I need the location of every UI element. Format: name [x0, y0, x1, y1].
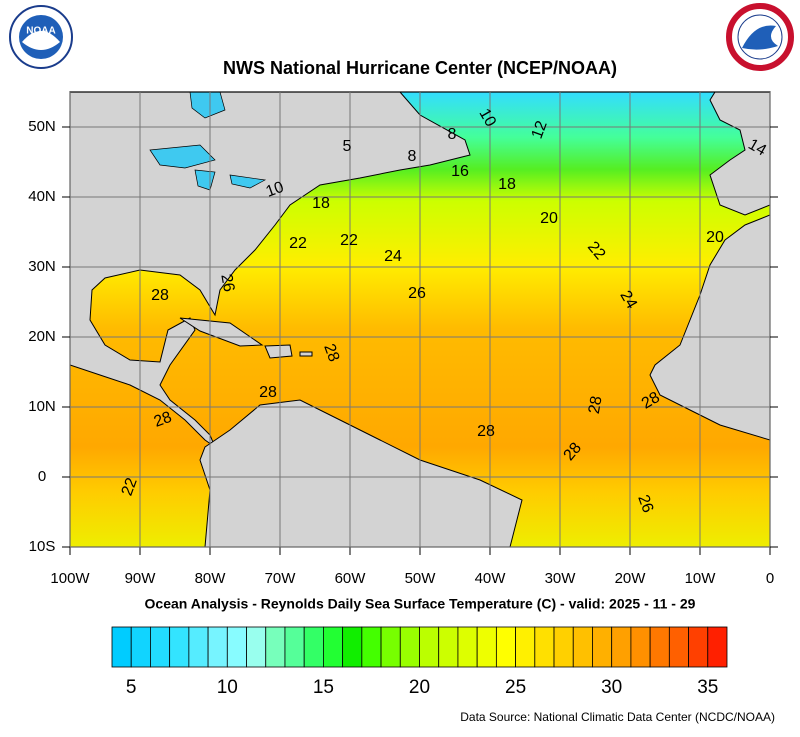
colorbar-box	[303, 626, 324, 668]
contour-label: 16	[451, 163, 469, 180]
x-tick-label: 10W	[685, 570, 717, 587]
colorbar-box	[265, 626, 286, 668]
contour-label: 22	[340, 232, 358, 249]
contour-label: 28	[320, 342, 342, 365]
contour-label: 28	[152, 409, 175, 431]
x-tick-label: 40W	[475, 570, 507, 587]
colorbar-tick-label: 10	[217, 677, 238, 698]
y-tick-label: 10N	[28, 398, 56, 415]
contour-label: 26	[217, 273, 237, 294]
contour-label: 24	[616, 288, 640, 312]
nws-logo	[726, 3, 794, 71]
contour-label: 8	[408, 148, 417, 165]
y-tick-label: 30N	[28, 258, 56, 275]
contour-label: 24	[384, 248, 402, 265]
noaa-logo: NOAA	[9, 5, 73, 69]
contour-label: 18	[498, 176, 516, 193]
title: NWS National Hurricane Center (NCEP/NOAA…	[223, 58, 617, 78]
x-tick-label: 60W	[335, 570, 367, 587]
colorbar-box	[630, 626, 651, 668]
logo-text: NOAA	[26, 26, 55, 37]
x-tick-label: 80W	[195, 570, 227, 587]
colorbar-box	[438, 626, 459, 668]
colorbar-box	[169, 626, 190, 668]
contour-label: 12	[529, 119, 551, 142]
colorbar-box	[553, 626, 574, 668]
x-tick-label: 50W	[405, 570, 437, 587]
contour-label: 10	[475, 106, 499, 130]
contour-label: 14	[745, 136, 769, 160]
y-tick-label: 20N	[28, 328, 56, 345]
colorbar-box	[572, 626, 593, 668]
colorbar-tick-label: 25	[505, 677, 526, 698]
x-tick-label: 70W	[265, 570, 297, 587]
colorbar-box	[361, 626, 382, 668]
y-tick-label: 50N	[28, 118, 56, 135]
colorbar-box	[284, 626, 305, 668]
colorbar-tick-label: 30	[601, 677, 622, 698]
x-tick-label: 100W	[50, 570, 90, 587]
colorbar-box	[457, 626, 478, 668]
contour-label: 26	[408, 285, 426, 302]
colorbar-box	[380, 626, 401, 668]
colorbar-box	[188, 626, 209, 668]
colorbar-box	[246, 626, 267, 668]
contour-label: 18	[312, 195, 330, 212]
colorbar-box	[707, 626, 728, 668]
colorbar-box	[207, 626, 228, 668]
colorbar-tick-label: 35	[697, 677, 718, 698]
contour-label: 10	[264, 179, 287, 201]
colorbar-box	[534, 626, 555, 668]
contour-label: 20	[540, 210, 558, 227]
colorbar-box	[688, 626, 709, 668]
y-tick-label: 40N	[28, 188, 56, 205]
colorbar-box	[668, 626, 689, 668]
contour-label: 28	[151, 287, 169, 304]
contour-label: 22	[289, 235, 307, 252]
colorbar-box	[323, 626, 344, 668]
y-tick-label: 10S	[29, 538, 56, 555]
x-tick-label: 30W	[545, 570, 577, 587]
colorbar-box	[342, 626, 363, 668]
contour-label: 28	[586, 395, 606, 416]
contour-label: 5	[343, 138, 352, 155]
colorbar-box	[111, 626, 132, 668]
colorbar-tick-label: 15	[313, 677, 334, 698]
contour-label: 28	[639, 389, 663, 413]
data-source: Data Source: National Climatic Data Cent…	[460, 710, 775, 724]
colorbar-tick-label: 20	[409, 677, 430, 698]
contour-label: 20	[706, 229, 724, 246]
contour-label: 8	[448, 126, 457, 143]
contour-label: 22	[119, 476, 141, 499]
colorbar-box	[150, 626, 171, 668]
contour-label: 28	[477, 423, 495, 440]
colorbar-box	[649, 626, 670, 668]
x-tick-label: 20W	[615, 570, 647, 587]
contour-label: 28	[259, 384, 277, 401]
caption: Ocean Analysis - Reynolds Daily Sea Surf…	[145, 596, 696, 612]
contour-label: 26	[634, 493, 656, 516]
colorbar-box	[495, 626, 516, 668]
colorbar-box	[592, 626, 613, 668]
colorbar-box	[399, 626, 420, 668]
x-tick-label: 0	[766, 570, 774, 587]
colorbar-box	[476, 626, 497, 668]
y-tick-label: 0	[38, 468, 46, 485]
colorbar-box	[130, 626, 151, 668]
colorbar-tick-label: 5	[126, 677, 137, 698]
colorbar-box	[226, 626, 247, 668]
colorbar-box	[515, 626, 536, 668]
x-tick-label: 90W	[125, 570, 157, 587]
colorbar-box	[419, 626, 440, 668]
colorbar-box	[611, 626, 632, 668]
